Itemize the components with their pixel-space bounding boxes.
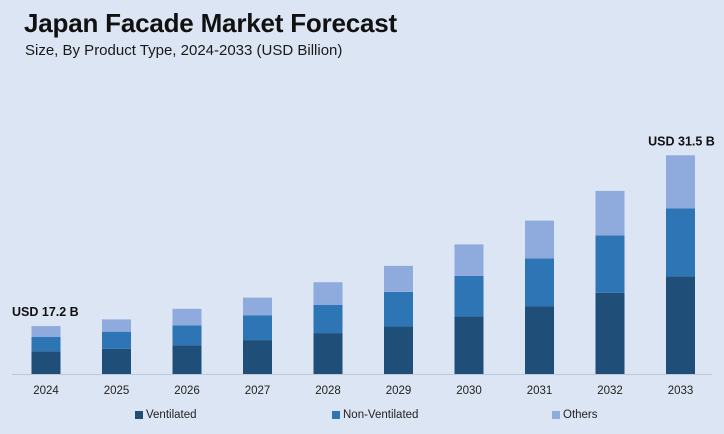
bar-segment-ventilated-2028: [313, 333, 343, 374]
legend: Ventilated Non-Ventilated Others: [0, 409, 724, 425]
bar-segment-ventilated-2029: [384, 326, 413, 374]
x-tick-label-2028: 2028: [315, 385, 341, 397]
bar-segment-non-ventilated-2033: [666, 208, 695, 277]
legend-item-non-ventilated: Non-Ventilated: [332, 409, 418, 421]
x-tick-label-2030: 2030: [456, 385, 482, 397]
bar-segment-non-ventilated-2025: [102, 331, 131, 349]
bar-segment-ventilated-2030: [454, 316, 484, 374]
bar-segment-non-ventilated-2026: [172, 325, 202, 346]
bar-segment-others-2029: [384, 265, 413, 292]
bar-segment-others-2032: [595, 190, 625, 236]
x-tick-label-2033: 2033: [668, 385, 694, 397]
bar-segment-others-2027: [243, 297, 272, 316]
bar-segment-non-ventilated-2028: [313, 304, 343, 334]
bar-segment-others-2026: [172, 308, 202, 326]
bar-segment-non-ventilated-2024: [31, 337, 61, 352]
chart-title: Japan Facade Market Forecast: [24, 8, 398, 38]
bar-segment-ventilated-2033: [666, 276, 695, 374]
bar-segment-others-2031: [525, 220, 554, 259]
bar-segment-non-ventilated-2031: [525, 258, 554, 307]
x-tick-label-2024: 2024: [33, 385, 59, 397]
x-tick-label-2031: 2031: [527, 385, 553, 397]
legend-item-ventilated: Ventilated: [135, 409, 197, 421]
bar-segment-ventilated-2031: [525, 306, 554, 374]
legend-label: Ventilated: [146, 409, 197, 421]
x-tick-label-2025: 2025: [104, 385, 130, 397]
legend-swatch: [135, 411, 143, 419]
legend-label: Others: [563, 409, 598, 421]
bar-segment-others-2030: [454, 244, 484, 276]
x-tick-label-2032: 2032: [597, 385, 623, 397]
bar-segment-ventilated-2025: [102, 348, 131, 374]
bar-segment-others-2028: [313, 282, 343, 305]
legend-swatch: [552, 411, 560, 419]
legend-item-others: Others: [552, 409, 598, 421]
legend-swatch: [332, 411, 340, 419]
bar-segment-ventilated-2027: [243, 340, 272, 374]
bar-segment-others-2025: [102, 319, 131, 332]
bar-segment-ventilated-2024: [31, 351, 61, 374]
bar-segment-non-ventilated-2027: [243, 315, 272, 341]
value-callout-2024: USD 17.2 B: [12, 305, 79, 319]
bar-segment-others-2024: [31, 326, 61, 337]
bar-segment-non-ventilated-2029: [384, 292, 413, 327]
bar-segment-ventilated-2026: [172, 345, 202, 374]
legend-label: Non-Ventilated: [343, 409, 419, 421]
x-tick-label-2029: 2029: [386, 385, 412, 397]
bar-segment-ventilated-2032: [595, 292, 625, 374]
bar-segment-others-2033: [666, 155, 695, 209]
chart-subtitle: Size, By Product Type, 2024-2033 (USD Bi…: [25, 42, 343, 59]
x-tick-label-2027: 2027: [245, 385, 271, 397]
bar-segment-non-ventilated-2030: [454, 276, 484, 317]
x-tick-label-2026: 2026: [174, 385, 200, 397]
value-callout-2033: USD 31.5 B: [648, 134, 715, 148]
bar-segment-non-ventilated-2032: [595, 235, 625, 293]
